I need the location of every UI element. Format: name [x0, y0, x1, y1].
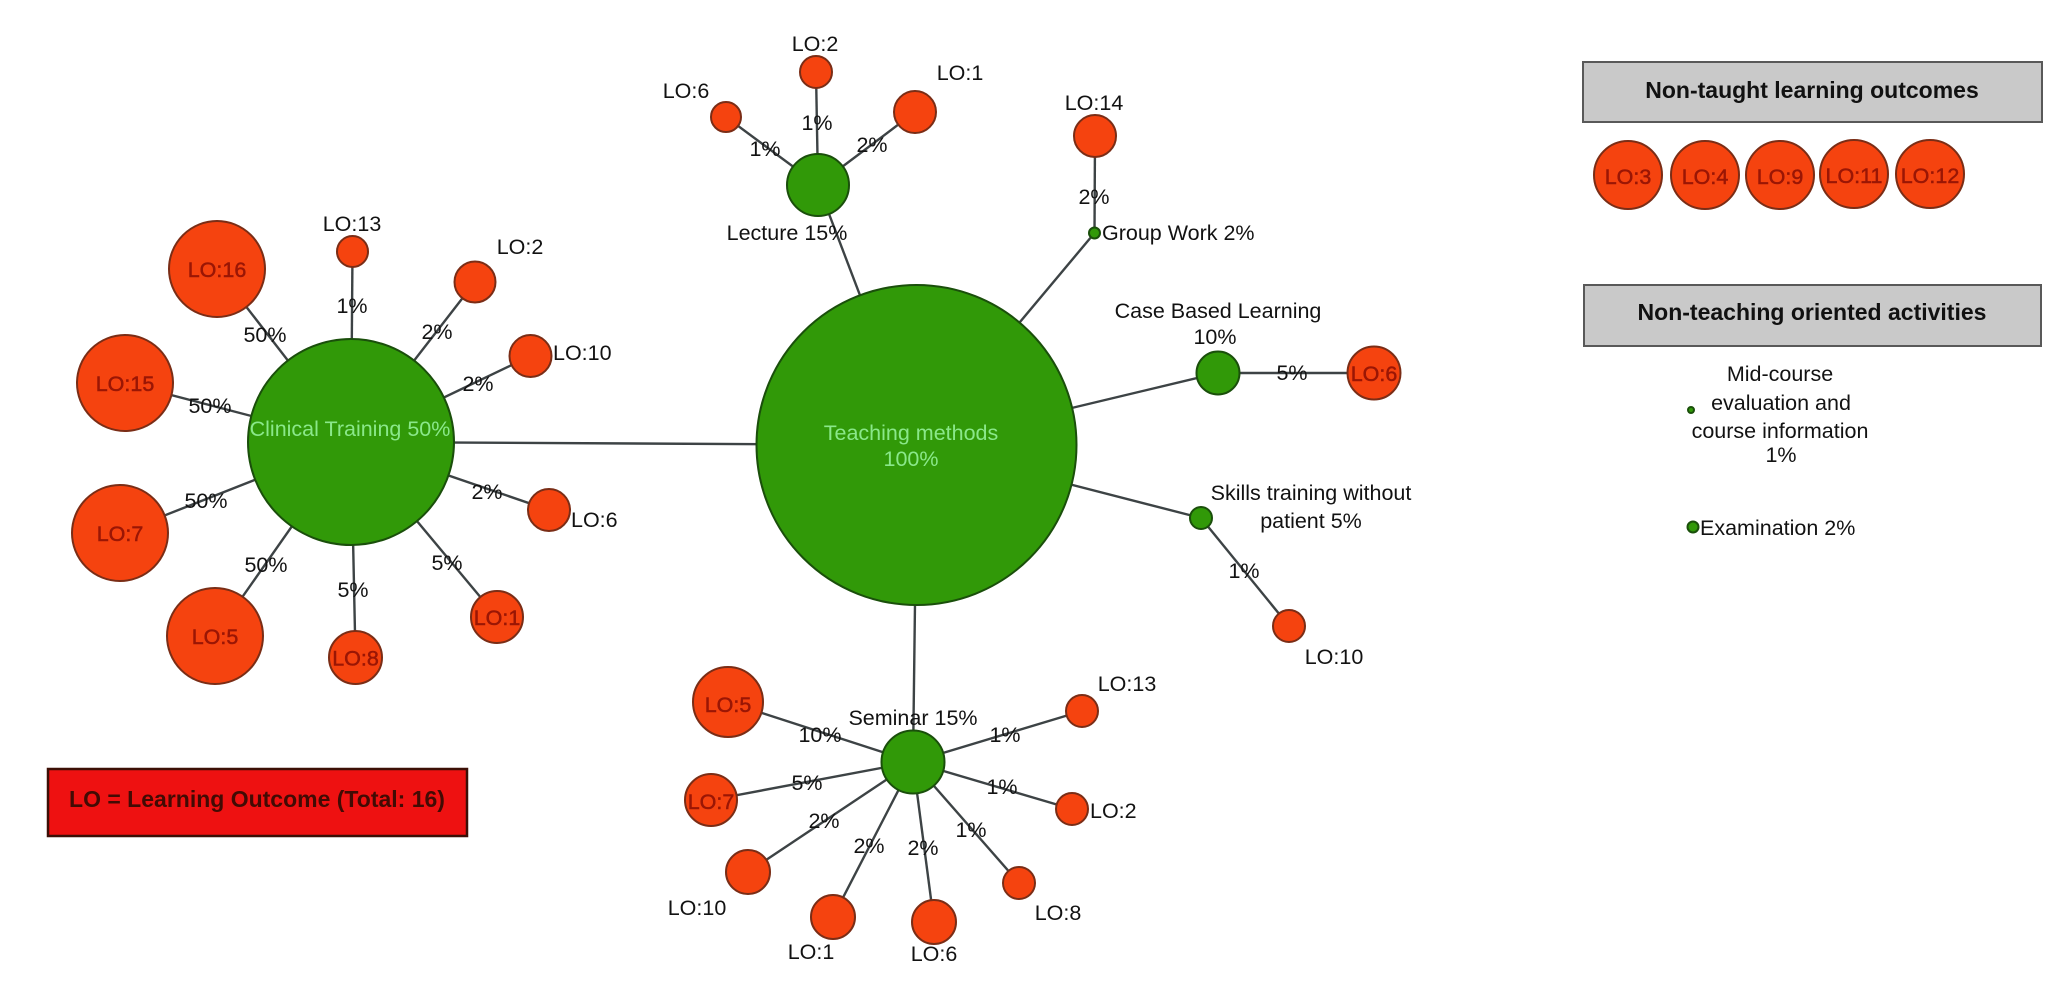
svg-text:LO:2: LO:2 [792, 32, 839, 56]
svg-text:5%: 5% [431, 551, 462, 575]
svg-text:2%: 2% [907, 836, 938, 860]
svg-text:10%: 10% [1193, 325, 1236, 349]
svg-text:LO:1: LO:1 [788, 940, 835, 964]
svg-text:LO:6: LO:6 [663, 79, 710, 103]
svg-text:LO:11: LO:11 [1826, 164, 1883, 188]
svg-text:Seminar 15%: Seminar 15% [848, 706, 977, 730]
svg-text:LO:5: LO:5 [192, 625, 239, 649]
svg-text:LO:3: LO:3 [1605, 165, 1652, 189]
svg-text:LO:1: LO:1 [937, 61, 984, 85]
svg-text:patient 5%: patient 5% [1260, 509, 1362, 533]
svg-text:LO:7: LO:7 [97, 522, 144, 546]
svg-text:LO:1: LO:1 [474, 606, 521, 630]
svg-text:Clinical Training 50%: Clinical Training 50% [250, 417, 451, 441]
svg-text:5%: 5% [337, 578, 368, 602]
svg-text:LO:6: LO:6 [911, 942, 958, 966]
svg-text:5%: 5% [791, 771, 822, 795]
svg-text:50%: 50% [243, 323, 286, 347]
svg-text:evaluation and: evaluation and [1711, 391, 1851, 415]
svg-text:1%: 1% [801, 111, 832, 135]
svg-text:10%: 10% [798, 723, 841, 747]
svg-text:LO:4: LO:4 [1682, 165, 1729, 189]
svg-text:LO:6: LO:6 [571, 508, 618, 532]
svg-text:1%: 1% [1765, 443, 1796, 467]
svg-text:LO:14: LO:14 [1065, 91, 1124, 115]
svg-text:50%: 50% [188, 394, 231, 418]
svg-text:50%: 50% [184, 489, 227, 513]
svg-text:2%: 2% [462, 372, 493, 396]
svg-text:1%: 1% [1228, 559, 1259, 583]
svg-text:LO:2: LO:2 [497, 235, 544, 259]
svg-text:LO:2: LO:2 [1090, 799, 1137, 823]
svg-text:2%: 2% [853, 834, 884, 858]
svg-text:LO:16: LO:16 [188, 258, 247, 282]
svg-text:LO:6: LO:6 [1351, 362, 1398, 386]
svg-text:LO:8: LO:8 [1035, 901, 1082, 925]
svg-text:2%: 2% [1078, 185, 1109, 209]
svg-text:1%: 1% [989, 723, 1020, 747]
svg-text:course information: course information [1692, 419, 1869, 443]
svg-text:Lecture 15%: Lecture 15% [727, 221, 848, 245]
svg-text:Non-teaching oriented activiti: Non-teaching oriented activities [1638, 299, 1987, 325]
svg-text:LO:7: LO:7 [688, 790, 735, 814]
svg-text:Case Based Learning: Case Based Learning [1115, 299, 1322, 323]
svg-text:2%: 2% [471, 480, 502, 504]
svg-text:LO:15: LO:15 [96, 372, 155, 396]
svg-text:LO:8: LO:8 [332, 647, 379, 671]
svg-text:1%: 1% [749, 137, 780, 161]
svg-text:1%: 1% [336, 294, 367, 318]
svg-text:50%: 50% [244, 553, 287, 577]
svg-text:LO:10: LO:10 [553, 341, 612, 365]
svg-text:2%: 2% [421, 320, 452, 344]
svg-text:100%: 100% [884, 447, 939, 471]
svg-text:LO:12: LO:12 [1901, 164, 1960, 188]
svg-text:Group Work 2%: Group Work 2% [1102, 221, 1255, 245]
svg-text:5%: 5% [1276, 361, 1307, 385]
svg-text:2%: 2% [808, 809, 839, 833]
svg-text:1%: 1% [955, 818, 986, 842]
svg-text:LO = Learning Outcome (Total:: LO = Learning Outcome (Total: 16) [69, 786, 445, 812]
svg-text:LO:10: LO:10 [668, 896, 727, 920]
svg-text:LO:9: LO:9 [1757, 165, 1804, 189]
svg-text:LO:10: LO:10 [1305, 645, 1364, 669]
svg-text:1%: 1% [986, 775, 1017, 799]
svg-text:LO:5: LO:5 [705, 693, 752, 717]
svg-text:LO:13: LO:13 [323, 212, 382, 236]
svg-text:2%: 2% [856, 133, 887, 157]
svg-text:Non-taught learning outcomes: Non-taught learning outcomes [1645, 77, 1979, 103]
svg-text:LO:13: LO:13 [1098, 672, 1157, 696]
svg-text:Examination 2%: Examination 2% [1700, 516, 1855, 540]
svg-text:Skills training without: Skills training without [1211, 481, 1412, 505]
svg-text:Teaching methods: Teaching methods [824, 421, 999, 445]
svg-text:Mid-course: Mid-course [1727, 362, 1833, 386]
